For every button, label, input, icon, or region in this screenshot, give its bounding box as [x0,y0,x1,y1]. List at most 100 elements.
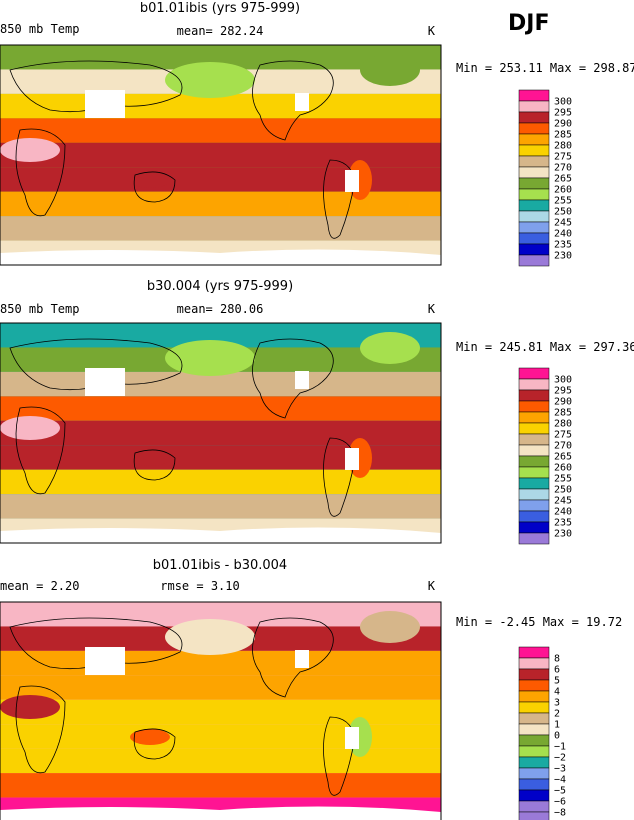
contour-region [130,450,170,466]
panel-2-title: b30.004 (yrs 975-999) [147,279,293,294]
zonal-band [0,396,441,421]
colorbar-tick-label: 255 [554,474,572,485]
colorbar-swatch [518,679,550,692]
panel-2-map [0,323,441,543]
colorbar-tick-label: 3 [554,698,560,709]
colorbar-swatch [518,734,550,747]
colorbar-tick-label: 6 [554,665,560,676]
antarctica-missing-data [0,249,441,265]
colorbar-tick-label: 275 [554,430,572,441]
colorbar-swatch [518,723,550,736]
colorbar-swatch [518,166,550,179]
zonal-band [0,167,441,192]
colorbar-swatch [518,367,550,380]
colorbar-tick-label: 240 [554,507,572,518]
colorbar-tick-label: 290 [554,397,572,408]
panel-1-mean-label: mean= 282.24 [177,24,264,38]
zonal-band [0,445,441,470]
colorbar-tick-label: 285 [554,408,572,419]
continent-outline [252,617,334,698]
colorbar-swatch [518,646,550,659]
colorbar-tick-label: 1 [554,720,560,731]
panel-2-map-frame [0,322,442,544]
colorbar-tick-label: 280 [554,141,572,152]
panel-3-minmax: Min = -2.45 Max = 19.72 [456,615,622,629]
colorbar-tick-label: 250 [554,485,572,496]
colorbar-tick-label: 0 [554,731,560,742]
continent-outline [9,338,183,391]
colorbar-swatch [518,177,550,190]
colorbar-swatch [518,789,550,802]
zonal-band [0,748,441,774]
colorbar-tick-label: 250 [554,207,572,218]
colorbar-tick-label: 245 [554,218,572,229]
panel-3-rmse-label: rmse = 3.10 [160,579,239,593]
colorbar-tick-label: 275 [554,152,572,163]
antarctica-missing-data [0,806,441,820]
colorbar-swatch [518,466,550,479]
antarctica-missing-data [0,527,441,543]
colorbar-swatch [518,144,550,157]
missing-data-patch [295,650,309,668]
colorbar-tick-label: 240 [554,229,572,240]
colorbar-swatch [518,499,550,512]
colorbar-swatch [518,510,550,523]
colorbar-tick-label: 255 [554,196,572,207]
colorbar-tick-label: 230 [554,251,572,262]
panel-1-variable-label: 850 mb Temp [0,22,79,36]
colorbar-tick-label: 260 [554,463,572,474]
zonal-band [0,469,441,495]
colorbar-tick-label: 295 [554,108,572,119]
colorbar-swatch [518,712,550,725]
colorbar-tick-label: 230 [554,529,572,540]
continent-outline [9,60,183,113]
panel-2-variable-label: 850 mb Temp [0,302,79,316]
missing-data-patch [85,647,125,675]
continent-outline [15,406,66,495]
colorbar-swatch [518,488,550,501]
continent-outline [133,171,176,203]
panel-1-map-frame [0,44,442,266]
panel-1-colorbar: 3002952902852802752702652602552502452402… [518,89,572,267]
colorbar-tick-label: 235 [554,240,572,251]
panel-3-unit-label: K [428,579,436,593]
contour-region [165,340,255,376]
panel-1-map [0,45,441,265]
zonal-band [0,142,441,168]
colorbar-swatch [518,378,550,391]
colorbar-swatch [518,122,550,135]
colorbar-swatch [518,521,550,534]
colorbar-swatch [518,778,550,791]
colorbar-swatch [518,532,550,545]
colorbar-tick-label: 4 [554,687,560,698]
panel-1-title: b01.01ibis (yrs 975-999) [140,1,300,16]
colorbar-tick-label: 5 [554,676,560,687]
colorbar-tick-label: 270 [554,163,572,174]
colorbar-tick-label: 270 [554,441,572,452]
colorbar-tick-label: 290 [554,119,572,130]
missing-data-patch [345,448,359,470]
colorbar-swatch [518,701,550,714]
missing-data-patch [85,368,125,396]
colorbar-swatch [518,199,550,212]
zonal-band [0,494,441,519]
colorbar-tick-label: 280 [554,419,572,430]
panel-2-mean-label: mean= 280.06 [177,302,264,316]
colorbar-swatch [518,221,550,234]
continent-outline [15,685,66,774]
colorbar-swatch [518,389,550,402]
colorbar-swatch [518,133,550,146]
continent-outline [9,617,183,670]
colorbar-tick-label: −4 [554,775,566,786]
panel-1: b01.01ibis (yrs 975-999) 850 mb Temp mea… [0,1,634,267]
zonal-band [0,724,441,749]
colorbar-swatch [518,155,550,168]
continent-outline [133,449,176,481]
colorbar-tick-label: 8 [554,654,560,665]
colorbar-tick-label: 300 [554,97,572,108]
colorbar-tick-label: −3 [554,764,566,775]
missing-data-patch [295,93,309,111]
continent-outline [15,128,66,217]
